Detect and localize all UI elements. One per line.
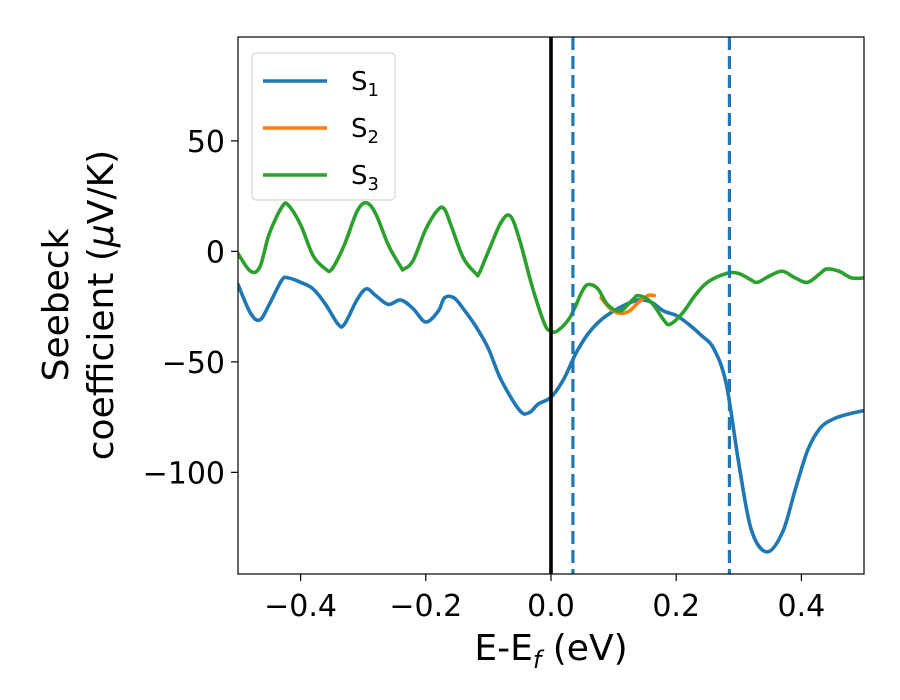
x-ticks: −0.4 −0.2 0.0 0.2 0.4 [264,574,825,624]
y-tick-label: 0 [206,235,225,270]
series-line-s3 [238,200,864,334]
x-tick-label: −0.4 [264,589,337,624]
legend: S1 S2 S3 [251,52,396,201]
x-tick-label: 0.0 [527,589,575,624]
vertical-reference-lines [549,37,732,574]
series-lines [238,200,864,554]
y-tick-label: −50 [162,346,225,381]
x-tick-label: 0.4 [778,589,826,624]
y-tick-label: 50 [187,125,225,160]
y-ticks: −100 −50 0 50 [143,125,238,491]
x-axis-label: E-Ef (eV) [474,628,627,674]
legend-label-s3: S3 [351,161,379,195]
x-tick-label: −0.2 [389,589,462,624]
y-axis-label: Seebeck coefficient (μV/K) [36,150,122,460]
x-tick-label: 0.2 [652,589,700,624]
series-line-s1 [238,275,864,554]
legend-label-s2: S2 [351,114,379,148]
legend-label-s1: S1 [351,67,379,101]
y-tick-label: −100 [143,456,225,491]
y-axis-label-line2: coefficient (μV/K) [81,150,122,460]
y-axis-label-line1: Seebeck [36,228,77,381]
plot-frame [237,36,865,575]
